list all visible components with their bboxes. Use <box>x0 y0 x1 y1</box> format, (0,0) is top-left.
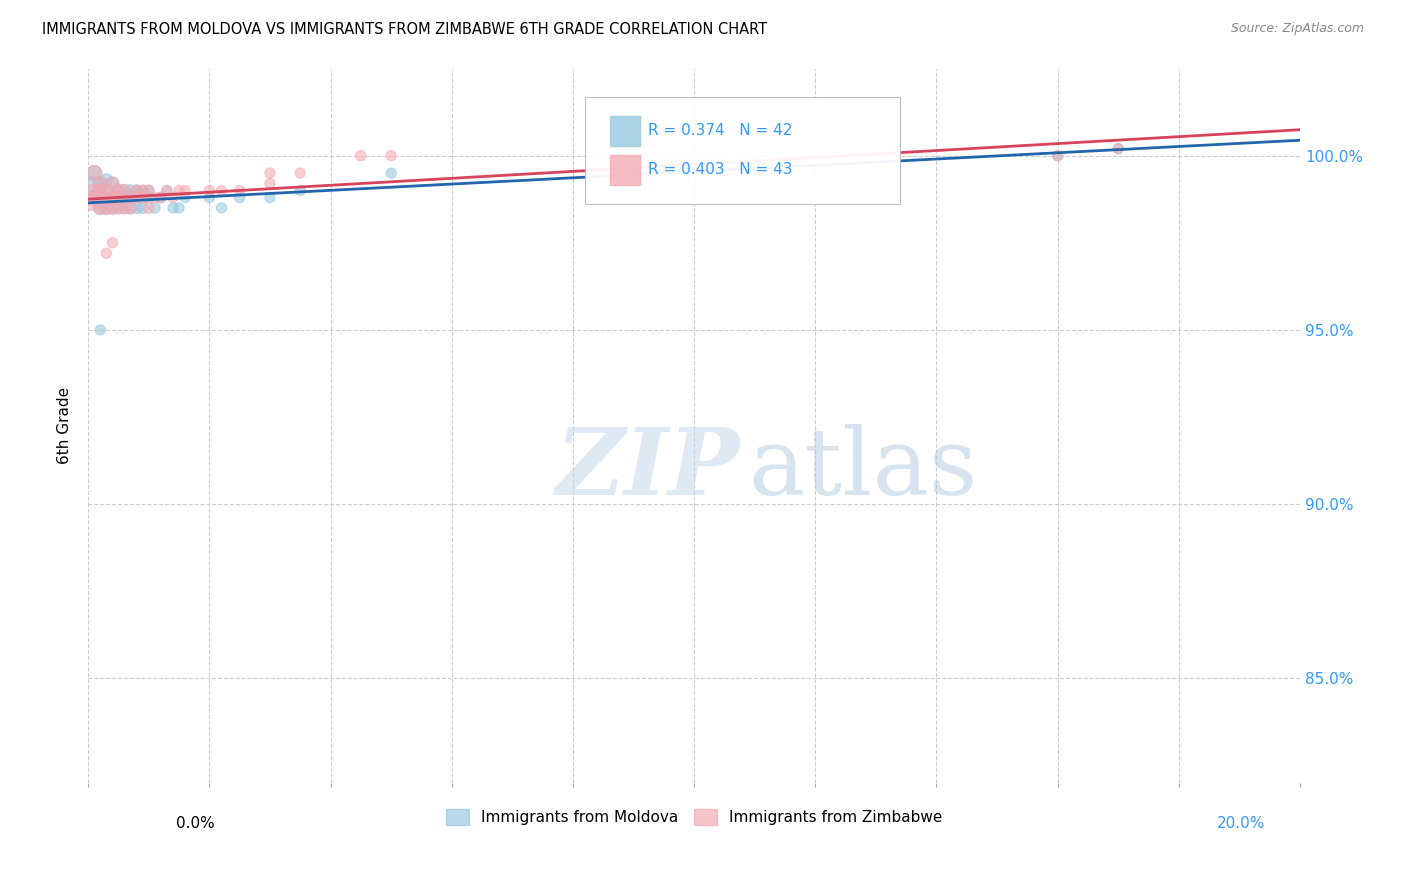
Point <box>107 201 129 215</box>
Point <box>211 184 233 198</box>
Point <box>101 201 124 215</box>
Point <box>96 173 118 187</box>
Point <box>96 190 118 204</box>
Text: 20.0%: 20.0% <box>1218 816 1265 831</box>
Point <box>107 190 129 204</box>
Text: ZIP: ZIP <box>555 424 740 514</box>
Point <box>131 190 153 204</box>
Point <box>96 201 118 215</box>
Point <box>114 190 136 204</box>
Point <box>101 235 124 250</box>
Point <box>138 184 160 198</box>
Point <box>198 190 221 204</box>
Point <box>101 190 124 204</box>
Point <box>125 190 148 204</box>
Text: Source: ZipAtlas.com: Source: ZipAtlas.com <box>1230 22 1364 36</box>
Point <box>174 190 197 204</box>
Point <box>290 184 312 198</box>
FancyBboxPatch shape <box>610 155 640 185</box>
Point <box>96 246 118 260</box>
Point <box>131 184 153 198</box>
Point <box>114 184 136 198</box>
Point <box>1107 142 1129 156</box>
FancyBboxPatch shape <box>610 116 640 145</box>
Point <box>125 184 148 198</box>
Point <box>259 190 281 204</box>
Point <box>89 323 111 337</box>
Legend: Immigrants from Moldova, Immigrants from Zimbabwe: Immigrants from Moldova, Immigrants from… <box>446 809 942 825</box>
Point <box>138 201 160 215</box>
Point <box>107 184 129 198</box>
Point <box>125 184 148 198</box>
Point <box>198 184 221 198</box>
Point <box>149 190 172 204</box>
Point <box>120 201 142 215</box>
Point <box>114 184 136 198</box>
Point <box>156 184 179 198</box>
Point <box>107 190 129 204</box>
Text: atlas: atlas <box>748 424 977 514</box>
Point <box>120 201 142 215</box>
Point <box>89 201 111 215</box>
Point <box>107 184 129 198</box>
Point <box>350 149 373 163</box>
Point <box>259 177 281 191</box>
Point <box>228 184 250 198</box>
Text: R = 0.374   N = 42: R = 0.374 N = 42 <box>648 123 793 138</box>
Point <box>143 201 166 215</box>
Text: 0.0%: 0.0% <box>176 816 215 831</box>
Point <box>174 184 197 198</box>
Point <box>125 201 148 215</box>
Point <box>162 190 184 204</box>
Point <box>83 190 105 204</box>
Point <box>89 184 111 198</box>
Point <box>1046 149 1069 163</box>
Point <box>138 184 160 198</box>
Point <box>89 184 111 198</box>
Point <box>80 184 103 198</box>
Point <box>114 201 136 215</box>
Point <box>131 184 153 198</box>
Point <box>83 166 105 180</box>
Point <box>167 184 190 198</box>
Point <box>114 201 136 215</box>
Point <box>149 190 172 204</box>
Point <box>156 184 179 198</box>
Point <box>96 184 118 198</box>
Point <box>80 190 103 204</box>
Point <box>107 201 129 215</box>
Point <box>83 166 105 180</box>
Point <box>138 190 160 204</box>
Point <box>89 201 111 215</box>
Text: IMMIGRANTS FROM MOLDOVA VS IMMIGRANTS FROM ZIMBABWE 6TH GRADE CORRELATION CHART: IMMIGRANTS FROM MOLDOVA VS IMMIGRANTS FR… <box>42 22 768 37</box>
Point <box>380 149 402 163</box>
Point <box>211 201 233 215</box>
Point <box>143 190 166 204</box>
FancyBboxPatch shape <box>585 97 900 204</box>
Point <box>101 201 124 215</box>
Point <box>1107 142 1129 156</box>
Text: R = 0.403   N = 43: R = 0.403 N = 43 <box>648 162 793 178</box>
Point <box>120 190 142 204</box>
Point <box>83 190 105 204</box>
Point <box>259 166 281 180</box>
Point <box>1046 149 1069 163</box>
Point <box>96 184 118 198</box>
Point <box>380 166 402 180</box>
Point <box>89 177 111 191</box>
Point <box>101 190 124 204</box>
Point <box>101 177 124 191</box>
Y-axis label: 6th Grade: 6th Grade <box>58 387 72 465</box>
Point <box>101 177 124 191</box>
Point <box>290 166 312 180</box>
Point <box>96 201 118 215</box>
Point <box>162 201 184 215</box>
Point <box>120 184 142 198</box>
Point <box>89 177 111 191</box>
Point <box>228 190 250 204</box>
Point <box>120 190 142 204</box>
Point <box>131 201 153 215</box>
Point <box>167 201 190 215</box>
